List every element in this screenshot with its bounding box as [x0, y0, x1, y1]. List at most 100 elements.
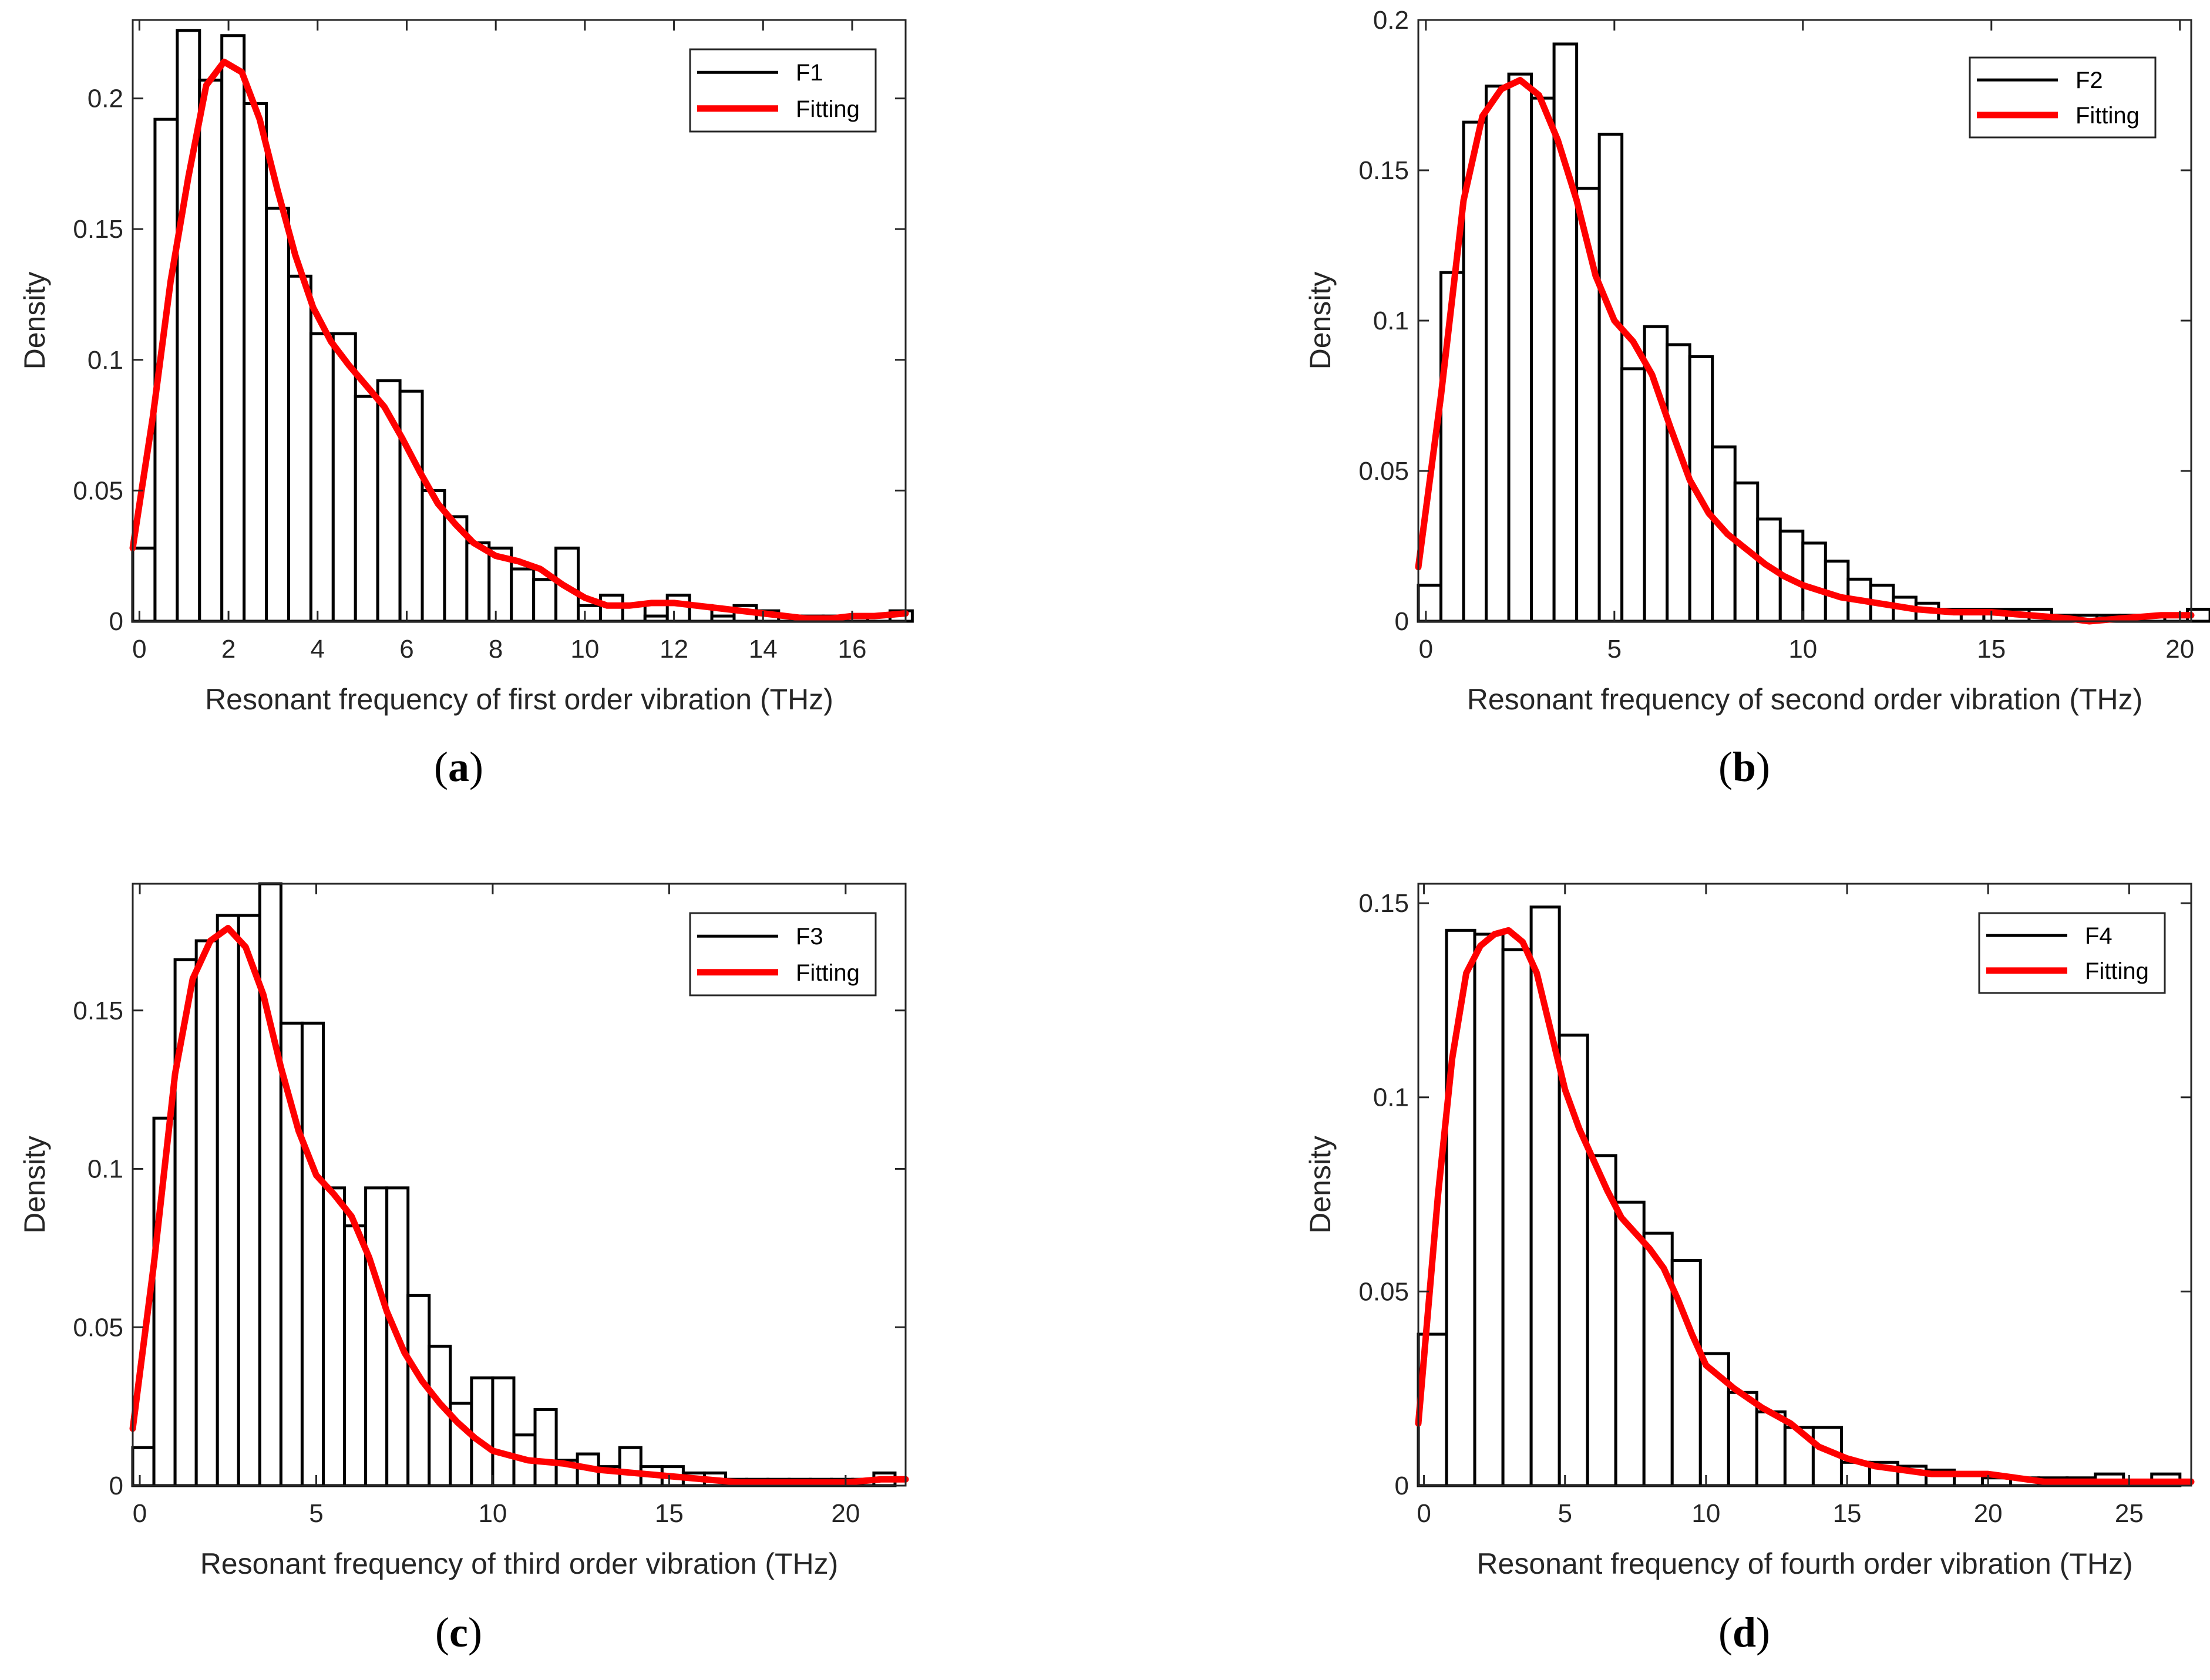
- histogram-bar: [1643, 325, 1669, 623]
- histogram-bar: [533, 1408, 558, 1487]
- histogram-bar: [618, 1446, 643, 1487]
- histogram-bar: [1575, 187, 1601, 623]
- y-axis-label: Density: [1304, 1136, 1337, 1234]
- y-axis-label: Density: [18, 1136, 51, 1234]
- panel-caption: (d): [1718, 1609, 1770, 1656]
- histogram-bar: [287, 274, 312, 623]
- histogram-bar: [1755, 1410, 1787, 1487]
- panel-caption-letter: a: [448, 743, 469, 790]
- x-tick-label: 10: [1788, 635, 1817, 664]
- chart-panel-a: 0 2 4 6 8 10 12 14 16 0 0.05 0.1 0.15 0.2 Resonant fre…: [18, 19, 914, 790]
- histogram-bar: [331, 332, 357, 623]
- histogram-bar: [173, 958, 198, 1487]
- legend-label-histogram: F4: [2085, 923, 2113, 949]
- histogram-bar: [194, 939, 219, 1487]
- histogram-bar: [1507, 72, 1533, 623]
- y-tick-label: 0.05: [1358, 457, 1409, 486]
- histogram-bar: [1620, 367, 1646, 623]
- fit-curve: [129, 58, 909, 622]
- x-tick-label: 2: [221, 635, 236, 664]
- y-tick-label: 0.1: [1373, 307, 1409, 335]
- histogram-bar: [300, 1021, 325, 1487]
- y-tick-label: 0.15: [73, 996, 123, 1025]
- y-tick-label: 0.05: [73, 1313, 123, 1342]
- histogram-bar: [1614, 1200, 1646, 1487]
- legend-label-fit: Fitting: [796, 960, 860, 986]
- x-tick-label: 10: [1691, 1499, 1720, 1528]
- y-tick-label: 0.05: [73, 476, 123, 505]
- histogram-bar: [1473, 932, 1505, 1487]
- histogram-bar: [1552, 42, 1579, 623]
- x-axis-label: Resonant frequency of fourth order vibra…: [1476, 1547, 2132, 1580]
- panel-caption-letter: d: [1733, 1609, 1756, 1656]
- y-tick-label: 0: [1395, 1472, 1409, 1500]
- histogram-bar: [398, 389, 424, 623]
- histogram-bar: [465, 541, 491, 623]
- x-tick-label: 6: [399, 635, 413, 664]
- panel-caption-letter: b: [1733, 743, 1756, 790]
- x-axis-label: Resonant frequency of third order vibrat…: [200, 1547, 839, 1580]
- axes-frame: [1417, 883, 2192, 1487]
- x-tick-label: 20: [1974, 1499, 2003, 1528]
- legend-label-fit: Fitting: [796, 96, 860, 122]
- y-tick-label: 0: [1395, 607, 1409, 636]
- y-tick-label: 0.1: [1373, 1083, 1409, 1112]
- legend: F4 Fitting: [1978, 912, 2166, 994]
- histogram-bar: [470, 1376, 495, 1487]
- histogram-bar: [577, 604, 602, 623]
- histogram-bar: [1597, 133, 1624, 623]
- panel-caption: (c): [435, 1609, 482, 1656]
- histogram-bar: [279, 1021, 304, 1487]
- histogram-bar: [354, 395, 379, 623]
- x-tick-label: 20: [2165, 635, 2194, 664]
- y-tick-label: 0.2: [88, 85, 123, 113]
- histogram-bar: [1529, 905, 1561, 1487]
- x-tick-label: 14: [749, 635, 778, 664]
- chart-panel-c: 0 5 10 15 20 0 0.05 0.1 0.15 Resonant frequency o…: [18, 882, 909, 1656]
- fit-curve: [1415, 927, 2195, 1485]
- histogram-bar: [1530, 96, 1556, 623]
- x-tick-label: 20: [831, 1499, 860, 1528]
- legend-box: [1969, 56, 2157, 139]
- histogram-bar: [131, 546, 157, 623]
- x-axis-label: Resonant frequency of second order vibra…: [1467, 683, 2143, 716]
- histogram-bar: [1501, 948, 1533, 1487]
- legend: F3 Fitting: [689, 912, 877, 996]
- histogram-bar: [1801, 541, 1827, 623]
- panel-caption: (a): [434, 743, 483, 790]
- chart-panel-b: 0 5 10 15 20 0 0.05 0.1 0.15 0.2 Resonant frequenc…: [1304, 6, 2210, 790]
- histogram-bar: [237, 914, 261, 1487]
- y-tick-label: 0: [109, 607, 123, 636]
- histogram-bar: [1417, 584, 1443, 623]
- y-tick-label: 0.15: [1358, 156, 1409, 185]
- axes-frame: [132, 19, 907, 622]
- x-tick-label: 8: [489, 635, 503, 664]
- histogram-bar: [220, 34, 246, 623]
- legend-label-fit: Fitting: [2085, 958, 2149, 984]
- histogram-bar: [532, 578, 558, 623]
- x-tick-label: 10: [570, 635, 599, 664]
- panel-caption: (b): [1718, 743, 1770, 790]
- histogram-bar: [321, 1186, 347, 1487]
- chart-panel-d: 0 5 10 15 20 25 0 0.05 0.1 0.15 Resonant frequency…: [1304, 883, 2195, 1656]
- histogram-bar: [309, 332, 335, 623]
- panel-caption-letter: c: [449, 1609, 468, 1656]
- histogram-bar: [428, 1345, 452, 1487]
- x-tick-label: 15: [1977, 635, 2006, 664]
- x-tick-label: 10: [478, 1499, 507, 1528]
- legend-label-fit: Fitting: [2076, 103, 2140, 129]
- legend-box: [689, 912, 877, 996]
- fit-curve: [1415, 76, 2195, 625]
- legend-box: [689, 48, 877, 133]
- x-tick-label: 5: [1558, 1499, 1572, 1528]
- legend-label-histogram: F2: [2076, 68, 2103, 93]
- x-tick-label: 5: [1607, 635, 1622, 664]
- histogram-bar: [265, 207, 290, 623]
- y-tick-label: 0.1: [88, 346, 123, 375]
- histogram-bar: [665, 593, 691, 623]
- x-tick-label: 0: [1419, 635, 1433, 664]
- x-tick-label: 4: [311, 635, 325, 664]
- histogram-bar: [1727, 1391, 1758, 1487]
- legend: F2 Fitting: [1969, 56, 2157, 139]
